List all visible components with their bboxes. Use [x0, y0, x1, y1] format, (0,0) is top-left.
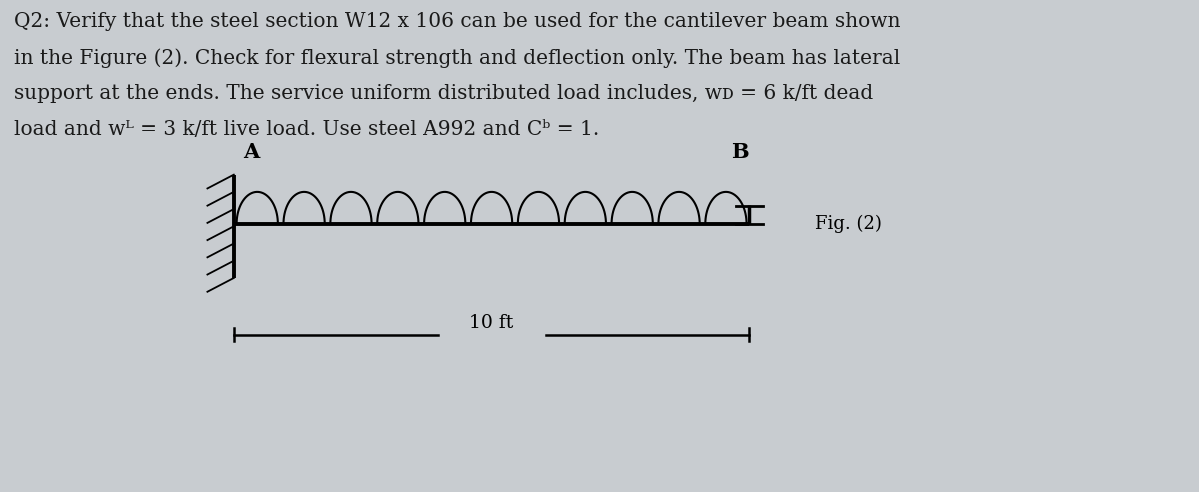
Text: load and wᴸ = 3 k/ft live load. Use steel A992 and Cᵇ = 1.: load and wᴸ = 3 k/ft live load. Use stee…	[14, 120, 600, 139]
Text: B: B	[731, 142, 748, 162]
Text: Fig. (2): Fig. (2)	[815, 215, 882, 233]
Text: A: A	[243, 142, 260, 162]
Text: support at the ends. The service uniform distributed load includes, wᴅ = 6 k/ft : support at the ends. The service uniform…	[14, 84, 874, 103]
Text: 10 ft: 10 ft	[470, 313, 513, 332]
Text: Q2: Verify that the steel section W12 x 106 can be used for the cantilever beam : Q2: Verify that the steel section W12 x …	[14, 12, 900, 31]
Text: in the Figure (2). Check for flexural strength and deflection only. The beam has: in the Figure (2). Check for flexural st…	[14, 48, 900, 68]
